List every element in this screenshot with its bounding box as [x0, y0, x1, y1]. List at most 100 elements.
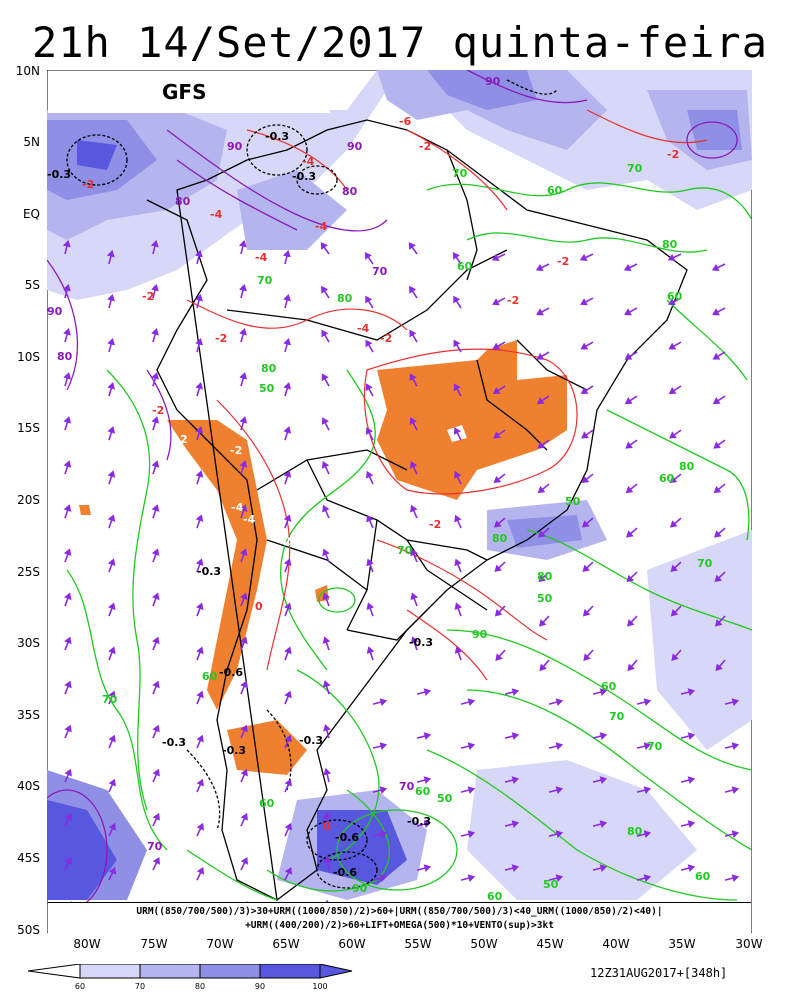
wind-vector-head [536, 397, 545, 405]
lat-label: 40S [17, 779, 40, 793]
wind-vector-head [108, 646, 116, 655]
wind-vector-head [670, 564, 678, 573]
lon-label: 60W [338, 937, 366, 951]
wind-vector-head [151, 504, 160, 512]
wind-vector-head [711, 263, 720, 272]
lift-label: -4 [315, 220, 328, 233]
wind-vector-head [627, 663, 635, 672]
wind-vector-head [599, 776, 608, 785]
lat-label: 35S [17, 708, 40, 722]
wind-vector-head [535, 263, 544, 272]
wind-vector-head [731, 698, 740, 707]
wind-vector-head [454, 602, 463, 611]
contour-labels: 70 60 70 80 60 80 70 60 80 60 80 50 50 7… [47, 75, 713, 903]
colorbar-bin [199, 964, 261, 979]
wind-vector-head [494, 564, 502, 573]
wind-vector-head [715, 663, 723, 672]
wind-vector-head [454, 470, 462, 479]
model-label-box [48, 71, 330, 113]
colorbar: 60 70 80 90 100 [28, 964, 353, 991]
wind-vector-head [365, 295, 373, 304]
wind-vector-head [582, 564, 590, 573]
lon-label: 50W [470, 937, 498, 951]
lift-label: -2 [429, 518, 441, 531]
wind-vector-head [453, 427, 461, 435]
wind-vector-head [284, 734, 292, 743]
wind-vector-head [240, 680, 248, 689]
wind-vector-head [195, 514, 204, 522]
wind-vector-head [322, 504, 330, 513]
wind-vector-head [239, 416, 248, 424]
wind-vector-head [322, 592, 330, 601]
lift-label: -4 [255, 251, 268, 264]
omega-label: -0.3 [299, 734, 323, 747]
wind-vector-head [239, 548, 248, 556]
omega-label: -0.6 [219, 666, 243, 679]
wind-vector-head [409, 417, 417, 425]
formula-line-1: URM((850/700/500)/3)>30+URM((1000/850)/2… [136, 906, 663, 917]
wind-vector-head [195, 382, 204, 390]
wind-vector-head [321, 417, 329, 425]
wind-vector-head [283, 294, 291, 302]
wind-vector-head [538, 619, 547, 627]
lon-label: 30W [735, 937, 763, 951]
wind-vector-head [467, 698, 476, 707]
wind-vector-head [323, 855, 332, 863]
lon-label: 45W [536, 937, 564, 951]
wind-vector-head [283, 382, 292, 390]
wind-vector-head [555, 698, 564, 707]
wind-vector-head [284, 646, 292, 655]
wind-vector-head [731, 874, 740, 883]
wind-vector-head [555, 742, 564, 751]
rh-label: 70 [257, 274, 273, 287]
wind-vector-head [511, 776, 520, 785]
wind-vector-head [580, 387, 589, 394]
omega-label: -0.6 [333, 866, 357, 879]
wind-vector-head [194, 249, 203, 258]
wind-vector-head [239, 504, 248, 512]
wind-vector-head [599, 732, 608, 741]
wind-vector-head [467, 874, 476, 883]
wind-vector-head [423, 776, 432, 785]
lat-label: 30S [17, 636, 40, 650]
wind-vector-head [714, 619, 723, 627]
wind-vector-head [108, 778, 116, 787]
colorbar-right-arrow [319, 964, 353, 979]
rh-label: 80 [627, 825, 643, 838]
wind-vector-head [365, 427, 373, 435]
rh-label: 70 [647, 740, 663, 753]
wind-vector-head [687, 776, 696, 785]
wind-vector-head [240, 856, 249, 865]
wind-vector-head [107, 470, 116, 478]
rh-label: 80 [679, 460, 695, 473]
wind-vector-head [108, 734, 116, 743]
omega-label: -0.3 [292, 170, 316, 183]
wind-vector-head [453, 295, 461, 304]
wind-vector-head [626, 619, 635, 627]
rh-label: 60 [601, 680, 617, 693]
wind-vector-head [107, 294, 115, 302]
lift-label: -2 [82, 178, 94, 191]
wind-vector-head [410, 636, 419, 644]
wind-vector-head [63, 328, 71, 336]
colorbar-tick: 100 [312, 982, 327, 991]
wind-vector-head [495, 653, 503, 661]
wind-vector-head [195, 338, 203, 346]
wind-vector-head [454, 558, 462, 567]
rh-label: 80 [337, 292, 353, 305]
wind-vector-head [283, 426, 292, 434]
wind-vector-head [364, 252, 372, 260]
wind-vector-head [580, 298, 588, 306]
wind-vector-head [687, 820, 696, 829]
wind-vector-head [687, 688, 696, 697]
wind-vector-head [643, 874, 652, 883]
omega-contours [66, 79, 558, 889]
wind-vector-head [668, 387, 677, 394]
wind-vector-head [64, 636, 72, 645]
wind-vector-head [366, 602, 375, 611]
lat-label: 10N [15, 64, 40, 78]
wind-vector-head [379, 874, 388, 883]
wind-vector-head [152, 592, 160, 601]
wind-vector-head [687, 864, 696, 873]
wind-vector-head [714, 530, 722, 538]
